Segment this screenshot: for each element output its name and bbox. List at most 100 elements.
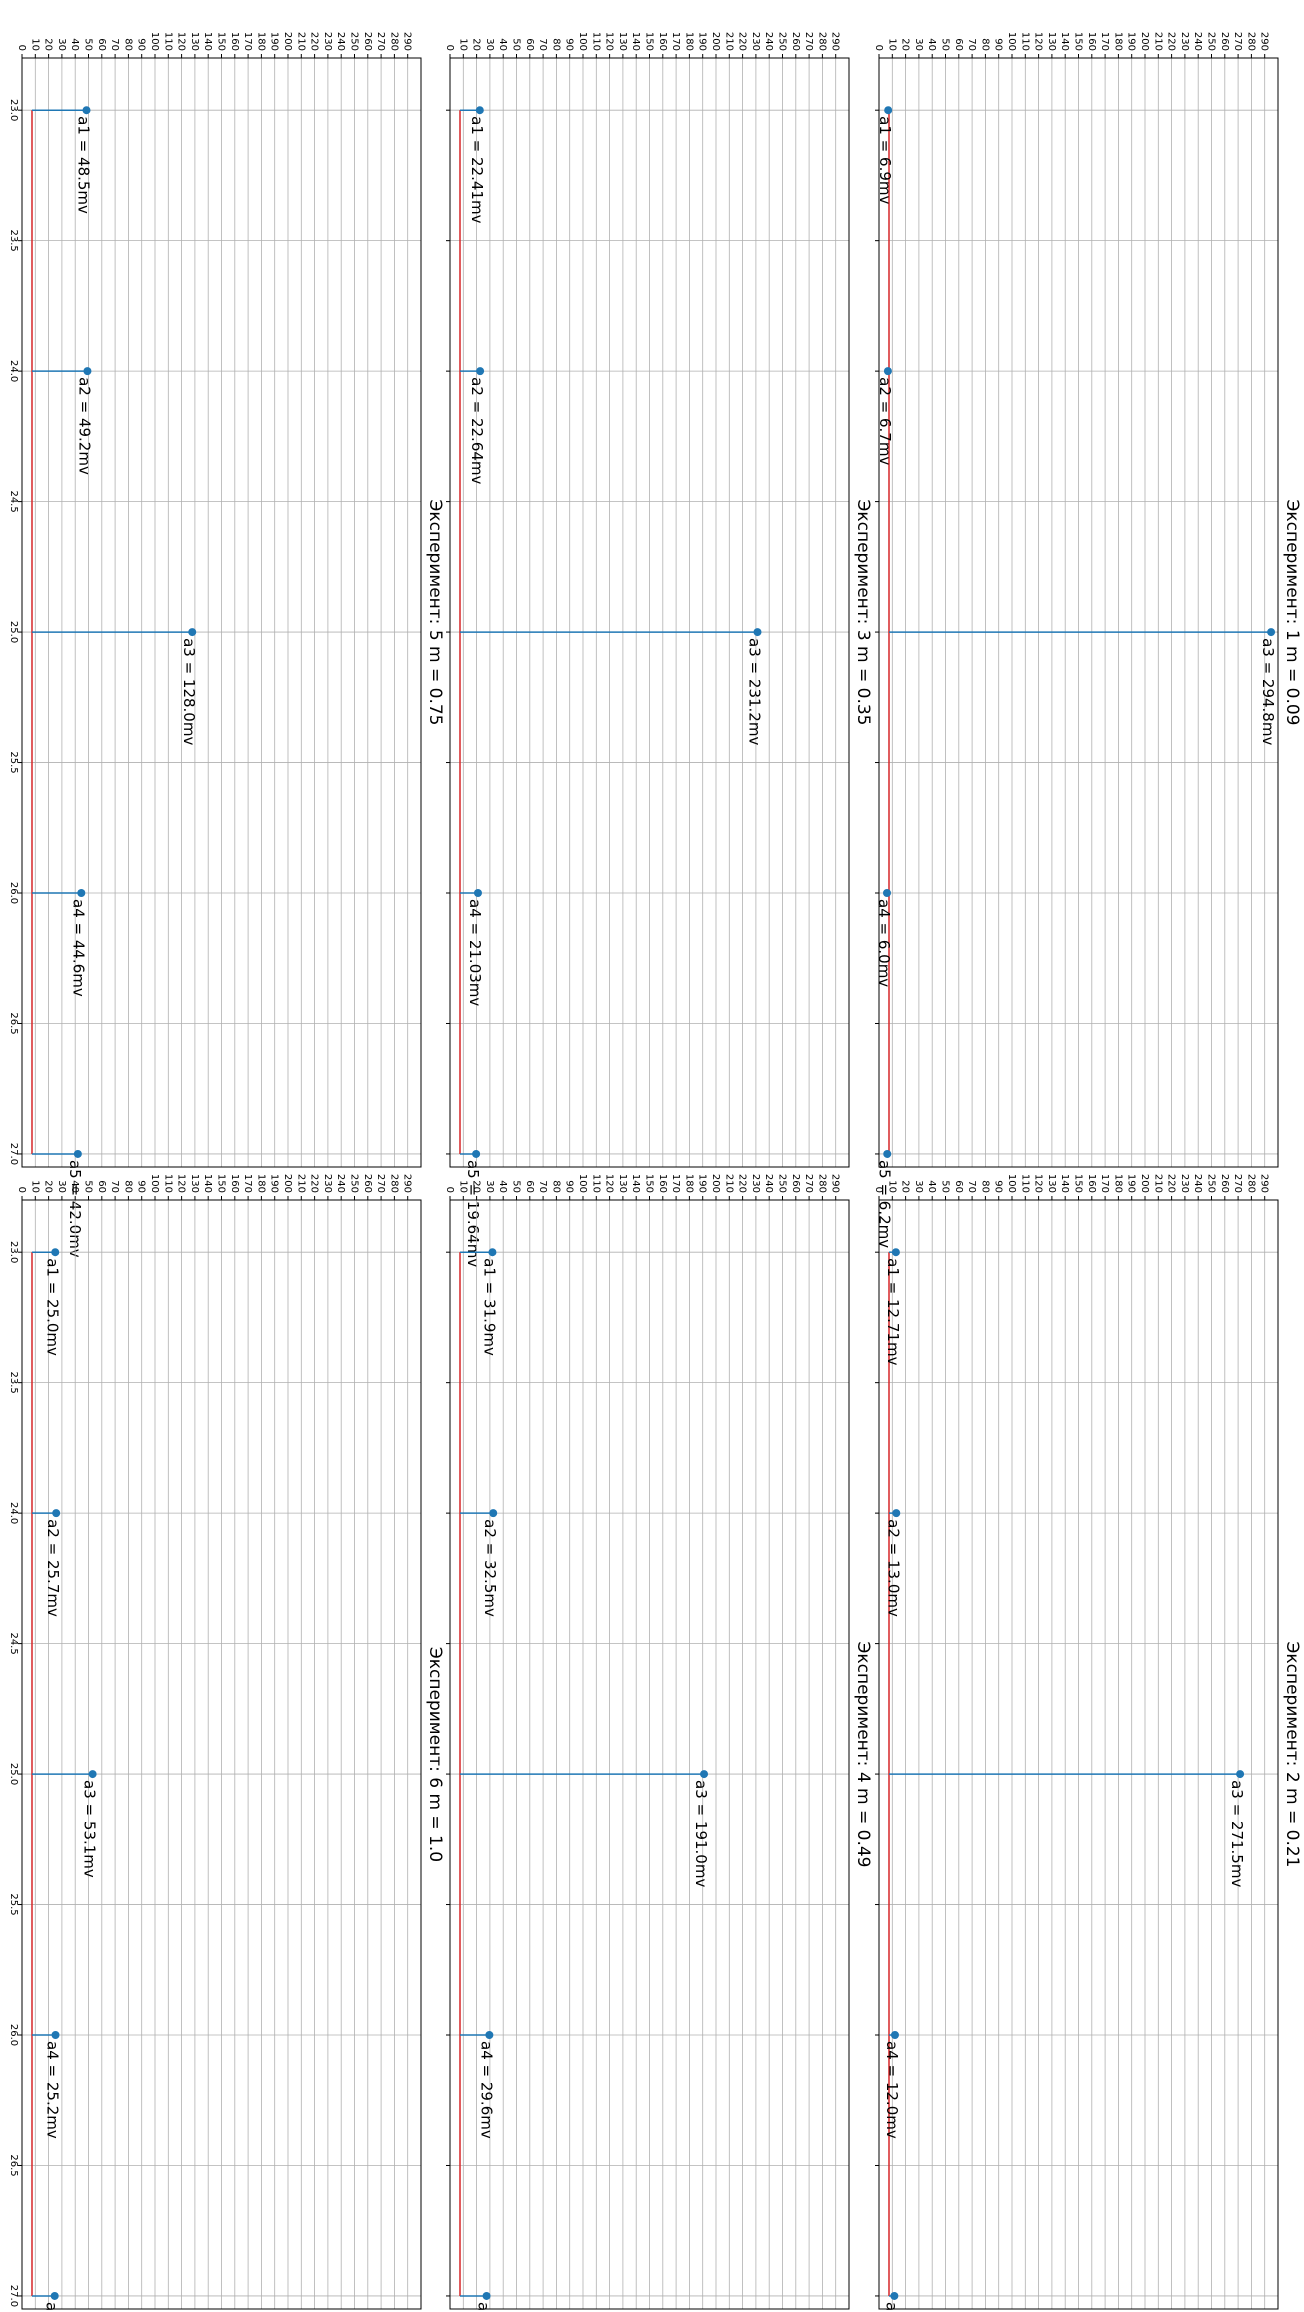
value-tick-label: 200 (710, 1174, 721, 1193)
value-tick-label: 270 (803, 1174, 814, 1193)
value-tick-label: 230 (1179, 32, 1190, 51)
value-tick-label: 270 (1232, 1174, 1243, 1193)
value-tick-label: 60 (96, 38, 107, 51)
value-tick-label: 120 (176, 32, 187, 51)
value-axis: 0 10 20 30 40 50 60 70 80 90 100 110 120 130 140 150 160… (444, 32, 841, 58)
stem-marker (77, 889, 86, 898)
x-tick-label: 24.0 (8, 1502, 19, 1524)
value-tick-label: 230 (750, 32, 761, 51)
value-tick-label: 130 (617, 32, 628, 51)
value-tick-label: 180 (255, 1174, 266, 1193)
value-tick-label: 280 (1245, 1174, 1256, 1193)
value-tick-label: 270 (375, 1174, 386, 1193)
value-tick-label: 210 (1152, 1174, 1163, 1193)
data-label: a1 = 25.0mv (43, 1258, 61, 1356)
value-tick-label: 90 (136, 38, 147, 51)
data-label: a4 = 44.6mv (69, 899, 87, 997)
value-tick-label: 260 (790, 1174, 801, 1193)
value-tick-label: 10 (457, 38, 468, 51)
x-tick-label: 24.0 (8, 360, 19, 382)
value-axis: 0 10 20 30 40 50 60 70 80 90 100 110 120 130 140 150 160… (873, 32, 1270, 58)
value-tick-label: 200 (282, 32, 293, 51)
value-tick-label: 230 (322, 32, 333, 51)
value-tick-label: 50 (511, 1180, 522, 1193)
data-label: a4 = 12.0mv (883, 2041, 901, 2139)
value-tick-label: 40 (69, 38, 80, 51)
value-tick-label: 70 (109, 38, 120, 51)
value-tick-label: 240 (335, 32, 346, 51)
stem-marker (890, 2031, 899, 2040)
data-label: a3 = 271.5mv (1228, 1780, 1246, 1887)
value-tick-label: 120 (1033, 1174, 1044, 1193)
x-tick-label: 23.0 (8, 99, 19, 121)
value-tick-label: 130 (1046, 32, 1057, 51)
value-tick-label: 190 (269, 1174, 280, 1193)
value-axis: 0 10 20 30 40 50 60 70 80 90 100 110 120 130 140 150 160… (16, 32, 413, 58)
chart-title: Эксперимент: 2 m = 0.21 (1282, 1641, 1302, 1867)
value-tick-label: 260 (1219, 32, 1230, 51)
value-tick-label: 90 (993, 38, 1004, 51)
chart-panel-2: 0 10 20 30 40 50 60 70 80 90 100 110 120 130 140 150 160… (873, 1174, 1302, 2312)
value-tick-label: 220 (1166, 1174, 1177, 1193)
value-tick-label: 150 (216, 1174, 227, 1193)
value-tick-label: 30 (56, 1180, 67, 1193)
value-tick-label: 190 (269, 32, 280, 51)
stem-marker (83, 367, 92, 376)
value-tick-label: 250 (777, 1174, 788, 1193)
value-tick-label: 280 (816, 1174, 827, 1193)
value-tick-label: 290 (402, 32, 413, 51)
value-tick-label: 250 (777, 32, 788, 51)
stem-marker (52, 1509, 61, 1518)
x-tick-label: 25.5 (8, 1893, 19, 1915)
value-tick-label: 130 (1046, 1174, 1057, 1193)
value-tick-label: 70 (966, 38, 977, 51)
grid (449, 1200, 849, 2309)
value-tick-label: 210 (295, 32, 306, 51)
value-tick-label: 0 (873, 45, 884, 51)
value-tick-label: 150 (216, 32, 227, 51)
value-tick-label: 290 (830, 32, 841, 51)
x-tick-label: 23.5 (8, 1372, 19, 1394)
value-tick-label: 260 (1219, 1174, 1230, 1193)
data-label: a5 = 19.64mv (464, 1160, 482, 1267)
value-tick-label: 170 (242, 1174, 253, 1193)
stem-marker (51, 2031, 60, 2040)
data-label: a5 = 11.55mv (882, 2302, 900, 2312)
value-tick-label: 120 (1033, 32, 1044, 51)
data-label: a5 = 24.6mv (43, 2302, 61, 2312)
value-tick-label: 170 (1099, 32, 1110, 51)
value-tick-label: 170 (670, 32, 681, 51)
x-axis (875, 1251, 879, 2297)
value-tick-label: 290 (1259, 32, 1270, 51)
x-tick-label: 25.5 (8, 751, 19, 773)
value-tick-label: 60 (953, 38, 964, 51)
x-axis (446, 109, 450, 1155)
value-axis: 0 10 20 30 40 50 60 70 80 90 100 110 120 130 140 150 160… (16, 1174, 413, 1200)
value-tick-label: 180 (1112, 32, 1123, 51)
value-tick-label: 270 (375, 32, 386, 51)
value-tick-label: 270 (803, 32, 814, 51)
value-tick-label: 240 (763, 32, 774, 51)
value-tick-label: 90 (136, 1180, 147, 1193)
value-tick-label: 40 (926, 1180, 937, 1193)
value-tick-label: 230 (750, 1174, 761, 1193)
value-tick-label: 100 (577, 1174, 588, 1193)
value-tick-label: 270 (1232, 32, 1243, 51)
stem-marker (883, 1149, 892, 1158)
value-tick-label: 30 (913, 1180, 924, 1193)
value-tick-label: 190 (697, 1174, 708, 1193)
value-tick-label: 90 (564, 38, 575, 51)
value-tick-label: 280 (388, 1174, 399, 1193)
value-tick-label: 40 (69, 1180, 80, 1193)
data-label: a1 = 6.9mv (876, 116, 894, 204)
value-tick-label: 60 (953, 1180, 964, 1193)
stem-marker (475, 106, 484, 115)
value-axis: 0 10 20 30 40 50 60 70 80 90 100 110 120 130 140 150 160… (444, 1174, 841, 1200)
stem-marker (50, 2291, 59, 2300)
value-tick-label: 140 (202, 32, 213, 51)
value-tick-label: 140 (1059, 1174, 1070, 1193)
value-tick-label: 80 (550, 1180, 561, 1193)
value-tick-label: 150 (1073, 1174, 1084, 1193)
x-tick-label: 23.0 (8, 1241, 19, 1263)
